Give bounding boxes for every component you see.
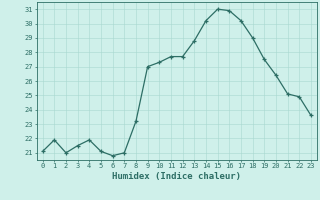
X-axis label: Humidex (Indice chaleur): Humidex (Indice chaleur) [112,172,241,181]
